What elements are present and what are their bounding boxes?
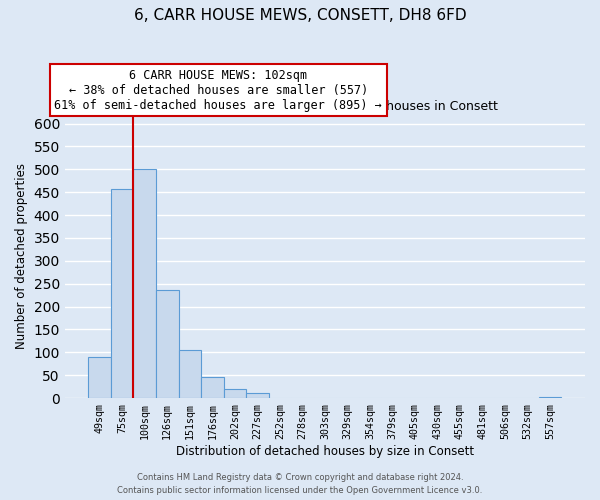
Bar (246, 393, 269, 398)
Bar (539, 397, 562, 398)
Bar (111, 189, 133, 398)
Text: Contains HM Land Registry data © Crown copyright and database right 2024.
Contai: Contains HM Land Registry data © Crown c… (118, 474, 482, 495)
Text: 6 CARR HOUSE MEWS: 102sqm
← 38% of detached houses are smaller (557)
61% of semi: 6 CARR HOUSE MEWS: 102sqm ← 38% of detac… (55, 68, 382, 112)
Bar (179, 350, 201, 398)
X-axis label: Distribution of detached houses by size in Consett: Distribution of detached houses by size … (176, 444, 474, 458)
Bar (156, 290, 179, 398)
Bar (88, 357, 111, 398)
Title: Size of property relative to detached houses in Consett: Size of property relative to detached ho… (152, 100, 498, 113)
Text: 6, CARR HOUSE MEWS, CONSETT, DH8 6FD: 6, CARR HOUSE MEWS, CONSETT, DH8 6FD (134, 8, 466, 22)
Bar (201, 377, 224, 398)
Bar (133, 170, 156, 398)
Bar (224, 389, 246, 398)
Y-axis label: Number of detached properties: Number of detached properties (15, 163, 28, 349)
